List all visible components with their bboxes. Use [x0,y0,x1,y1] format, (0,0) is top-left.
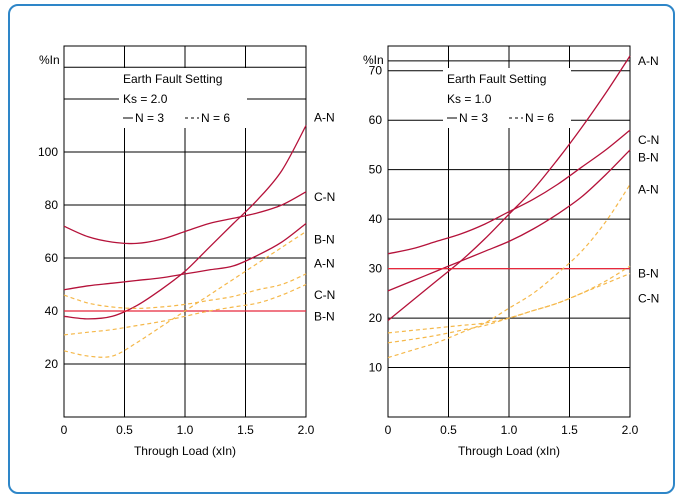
x-tick-label: 2.0 [298,423,315,437]
legend-subtitle: Ks = 1.0 [447,92,492,106]
series-b-n-dashed-line [63,283,307,336]
y-tick-label: 20 [45,357,59,371]
series-end-label: A-N [638,54,659,68]
y-tick-label: 30 [369,262,383,276]
legend-subtitle: Ks = 2.0 [123,92,168,106]
y-tick-label: 10 [369,361,383,375]
y-tick-label: 60 [369,113,383,127]
legend-dashed-label: N = 6 [201,111,230,125]
x-tick-label: 1.0 [501,423,518,437]
legend-solid-label: N = 3 [135,111,164,125]
series-end-label: A-N [314,256,335,270]
x-axis-label: Through Load (xIn) [134,444,236,458]
series-c-n-solid-line [63,191,307,245]
legend-box [443,68,571,128]
legend-title: Earth Fault Setting [123,72,222,86]
series-a-n-solid-line [387,55,631,322]
x-tick-label: 0 [61,423,68,437]
series-end-label: B-N [314,309,335,323]
series-end-label: C-N [314,190,335,204]
x-axis-label: Through Load (xIn) [458,444,560,458]
legend-title: Earth Fault Setting [447,72,546,86]
legend-solid-label: N = 3 [459,111,488,125]
series-c-n-dashed-line [63,273,307,310]
y-tick-label: 70 [369,64,383,78]
y-tick-label: 60 [45,251,59,265]
legend-dashed-label: N = 6 [525,111,554,125]
x-tick-label: 0.5 [440,423,457,437]
x-tick-label: 2.0 [622,423,639,437]
x-tick-label: 1.0 [177,423,194,437]
series-c-n-solid-line [387,129,631,255]
legend-box [119,68,247,128]
series-a-n-dashed-line [63,231,307,358]
x-tick-label: 0.5 [116,423,133,437]
series-end-label: B-N [638,150,659,164]
series-b-n-dashed-line [387,265,631,334]
y-axis-label: %In [39,53,60,67]
series-a-n-solid-line [63,125,307,320]
y-axis-label: %In [363,53,384,67]
series-end-label: B-N [314,232,335,246]
y-tick-label: 20 [369,311,383,325]
y-tick-label: 40 [45,304,59,318]
series-b-n-solid-line [63,222,307,291]
x-tick-label: 1.5 [561,423,578,437]
series-end-label: B-N [638,267,659,281]
y-tick-label: 40 [369,212,383,226]
series-b-n-solid-line [387,149,631,292]
x-tick-label: 1.5 [237,423,254,437]
y-tick-label: 50 [369,163,383,177]
y-tick-label: 100 [38,145,58,159]
series-end-label: C-N [638,291,659,305]
series-end-label: C-N [314,288,335,302]
y-tick-label: 80 [45,198,59,212]
x-tick-label: 0 [385,423,392,437]
series-end-label: A-N [638,182,659,196]
series-end-label: A-N [314,111,335,125]
series-end-label: C-N [638,133,659,147]
series-a-n-dashed-line [387,184,631,359]
